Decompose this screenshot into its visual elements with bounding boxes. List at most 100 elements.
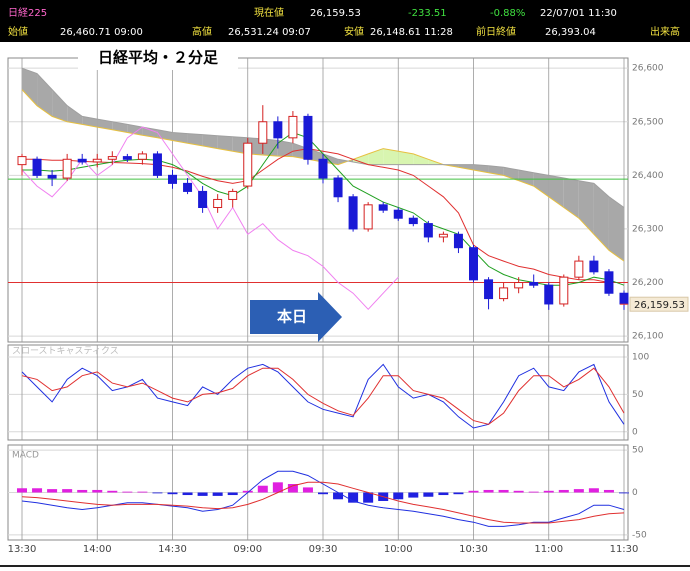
indicator-line bbox=[22, 131, 625, 286]
datetime: 22/07/01 11:30 bbox=[540, 8, 617, 19]
cloud bbox=[563, 178, 579, 219]
histogram-bar bbox=[107, 490, 118, 493]
cloud bbox=[127, 124, 143, 136]
cloud bbox=[473, 164, 489, 173]
histogram-bar bbox=[393, 492, 404, 500]
y-tick-label: 100 bbox=[632, 352, 649, 362]
y-tick-label: 50 bbox=[632, 446, 644, 456]
last-price-label: 26,159.53 bbox=[634, 300, 685, 311]
candle-body bbox=[348, 196, 358, 230]
candle-body bbox=[514, 282, 524, 289]
candle-body bbox=[484, 279, 494, 300]
cloud bbox=[338, 159, 354, 165]
panel-frame bbox=[7, 344, 629, 441]
candle-body bbox=[333, 177, 343, 198]
cloud bbox=[398, 151, 414, 165]
histogram-bar bbox=[182, 492, 193, 496]
cloud bbox=[37, 73, 53, 117]
histogram-bar bbox=[47, 489, 58, 493]
cloud bbox=[22, 68, 38, 106]
candle-body bbox=[198, 190, 208, 209]
cloud bbox=[217, 135, 233, 152]
header-bar bbox=[0, 0, 690, 42]
cloud bbox=[142, 127, 158, 138]
cloud bbox=[112, 121, 128, 133]
y-tick-label: 26,200 bbox=[632, 278, 664, 288]
current-label: 現在値 bbox=[254, 6, 284, 19]
last-price-box bbox=[629, 296, 689, 312]
candle-body bbox=[92, 158, 102, 163]
y-tick-label: 26,100 bbox=[632, 332, 664, 342]
candle-body bbox=[619, 292, 629, 305]
cloud bbox=[202, 134, 218, 149]
candle-body bbox=[288, 115, 298, 139]
open-label: 始値 bbox=[8, 25, 28, 38]
series-line bbox=[21, 367, 625, 425]
cloud bbox=[172, 132, 188, 144]
candle-body bbox=[258, 121, 268, 144]
histogram-bar bbox=[498, 489, 509, 493]
x-tick-label: 09:00 bbox=[233, 544, 262, 555]
histogram-bar bbox=[272, 482, 283, 493]
y-tick-label: 0 bbox=[632, 488, 638, 498]
candle-body bbox=[77, 158, 87, 163]
y-tick-label: 0 bbox=[632, 427, 638, 437]
histogram-bar bbox=[588, 488, 599, 493]
annotation: 本日 bbox=[277, 308, 307, 326]
histogram-bar bbox=[302, 487, 313, 493]
x-tick-label: 11:00 bbox=[534, 544, 563, 555]
candle-body bbox=[574, 260, 584, 278]
candle-body bbox=[137, 153, 147, 160]
candle-body bbox=[529, 282, 539, 286]
histogram-bar bbox=[348, 492, 359, 503]
histogram-bar bbox=[212, 492, 223, 496]
candle-body bbox=[318, 158, 328, 179]
candle-body bbox=[213, 198, 223, 209]
histogram-bar bbox=[573, 489, 584, 493]
histogram-bar bbox=[408, 492, 419, 498]
histogram-bar bbox=[62, 489, 73, 493]
histogram-bar bbox=[423, 492, 434, 497]
y-tick-label: 26,600 bbox=[632, 64, 664, 74]
histogram-bar bbox=[77, 489, 88, 493]
high-value: 26,531.24 09:07 bbox=[228, 27, 311, 38]
candle-body bbox=[243, 142, 253, 187]
y-tick-label: 26,300 bbox=[632, 224, 664, 234]
candle-body bbox=[228, 190, 238, 200]
series-line bbox=[21, 481, 625, 524]
series-line bbox=[21, 470, 625, 527]
candle-body bbox=[107, 156, 117, 160]
histogram-bar bbox=[333, 492, 344, 500]
candle-body bbox=[423, 223, 433, 238]
histogram-bar bbox=[543, 490, 554, 493]
cloud bbox=[413, 153, 429, 165]
histogram-bar bbox=[453, 492, 464, 495]
histogram-bar bbox=[152, 492, 163, 494]
candle-body bbox=[438, 233, 448, 238]
candle-body bbox=[62, 158, 72, 179]
histogram-bar bbox=[438, 492, 449, 496]
cloud bbox=[608, 196, 624, 262]
panel-title: MACD bbox=[12, 451, 39, 461]
low-label: 安値 bbox=[344, 25, 364, 38]
histogram-bar bbox=[468, 490, 479, 493]
histogram-bar bbox=[17, 488, 27, 493]
cloud bbox=[353, 153, 369, 165]
histogram-bar bbox=[257, 485, 268, 493]
candle-body bbox=[32, 158, 42, 176]
cloud bbox=[187, 133, 203, 146]
histogram-bar bbox=[92, 489, 103, 493]
candle-body bbox=[152, 153, 162, 176]
prev-close-value: 26,393.04 bbox=[545, 27, 596, 38]
cloud bbox=[67, 105, 83, 125]
histogram-bar bbox=[619, 492, 629, 494]
open-value: 26,460.71 09:00 bbox=[60, 27, 143, 38]
x-tick-label: 11:30 bbox=[610, 544, 639, 555]
volume-label: 出来高 bbox=[650, 25, 680, 38]
candle-body bbox=[544, 284, 554, 305]
annotation-arrow bbox=[250, 292, 342, 342]
histogram-bar bbox=[32, 488, 43, 493]
histogram-bar bbox=[528, 491, 539, 493]
